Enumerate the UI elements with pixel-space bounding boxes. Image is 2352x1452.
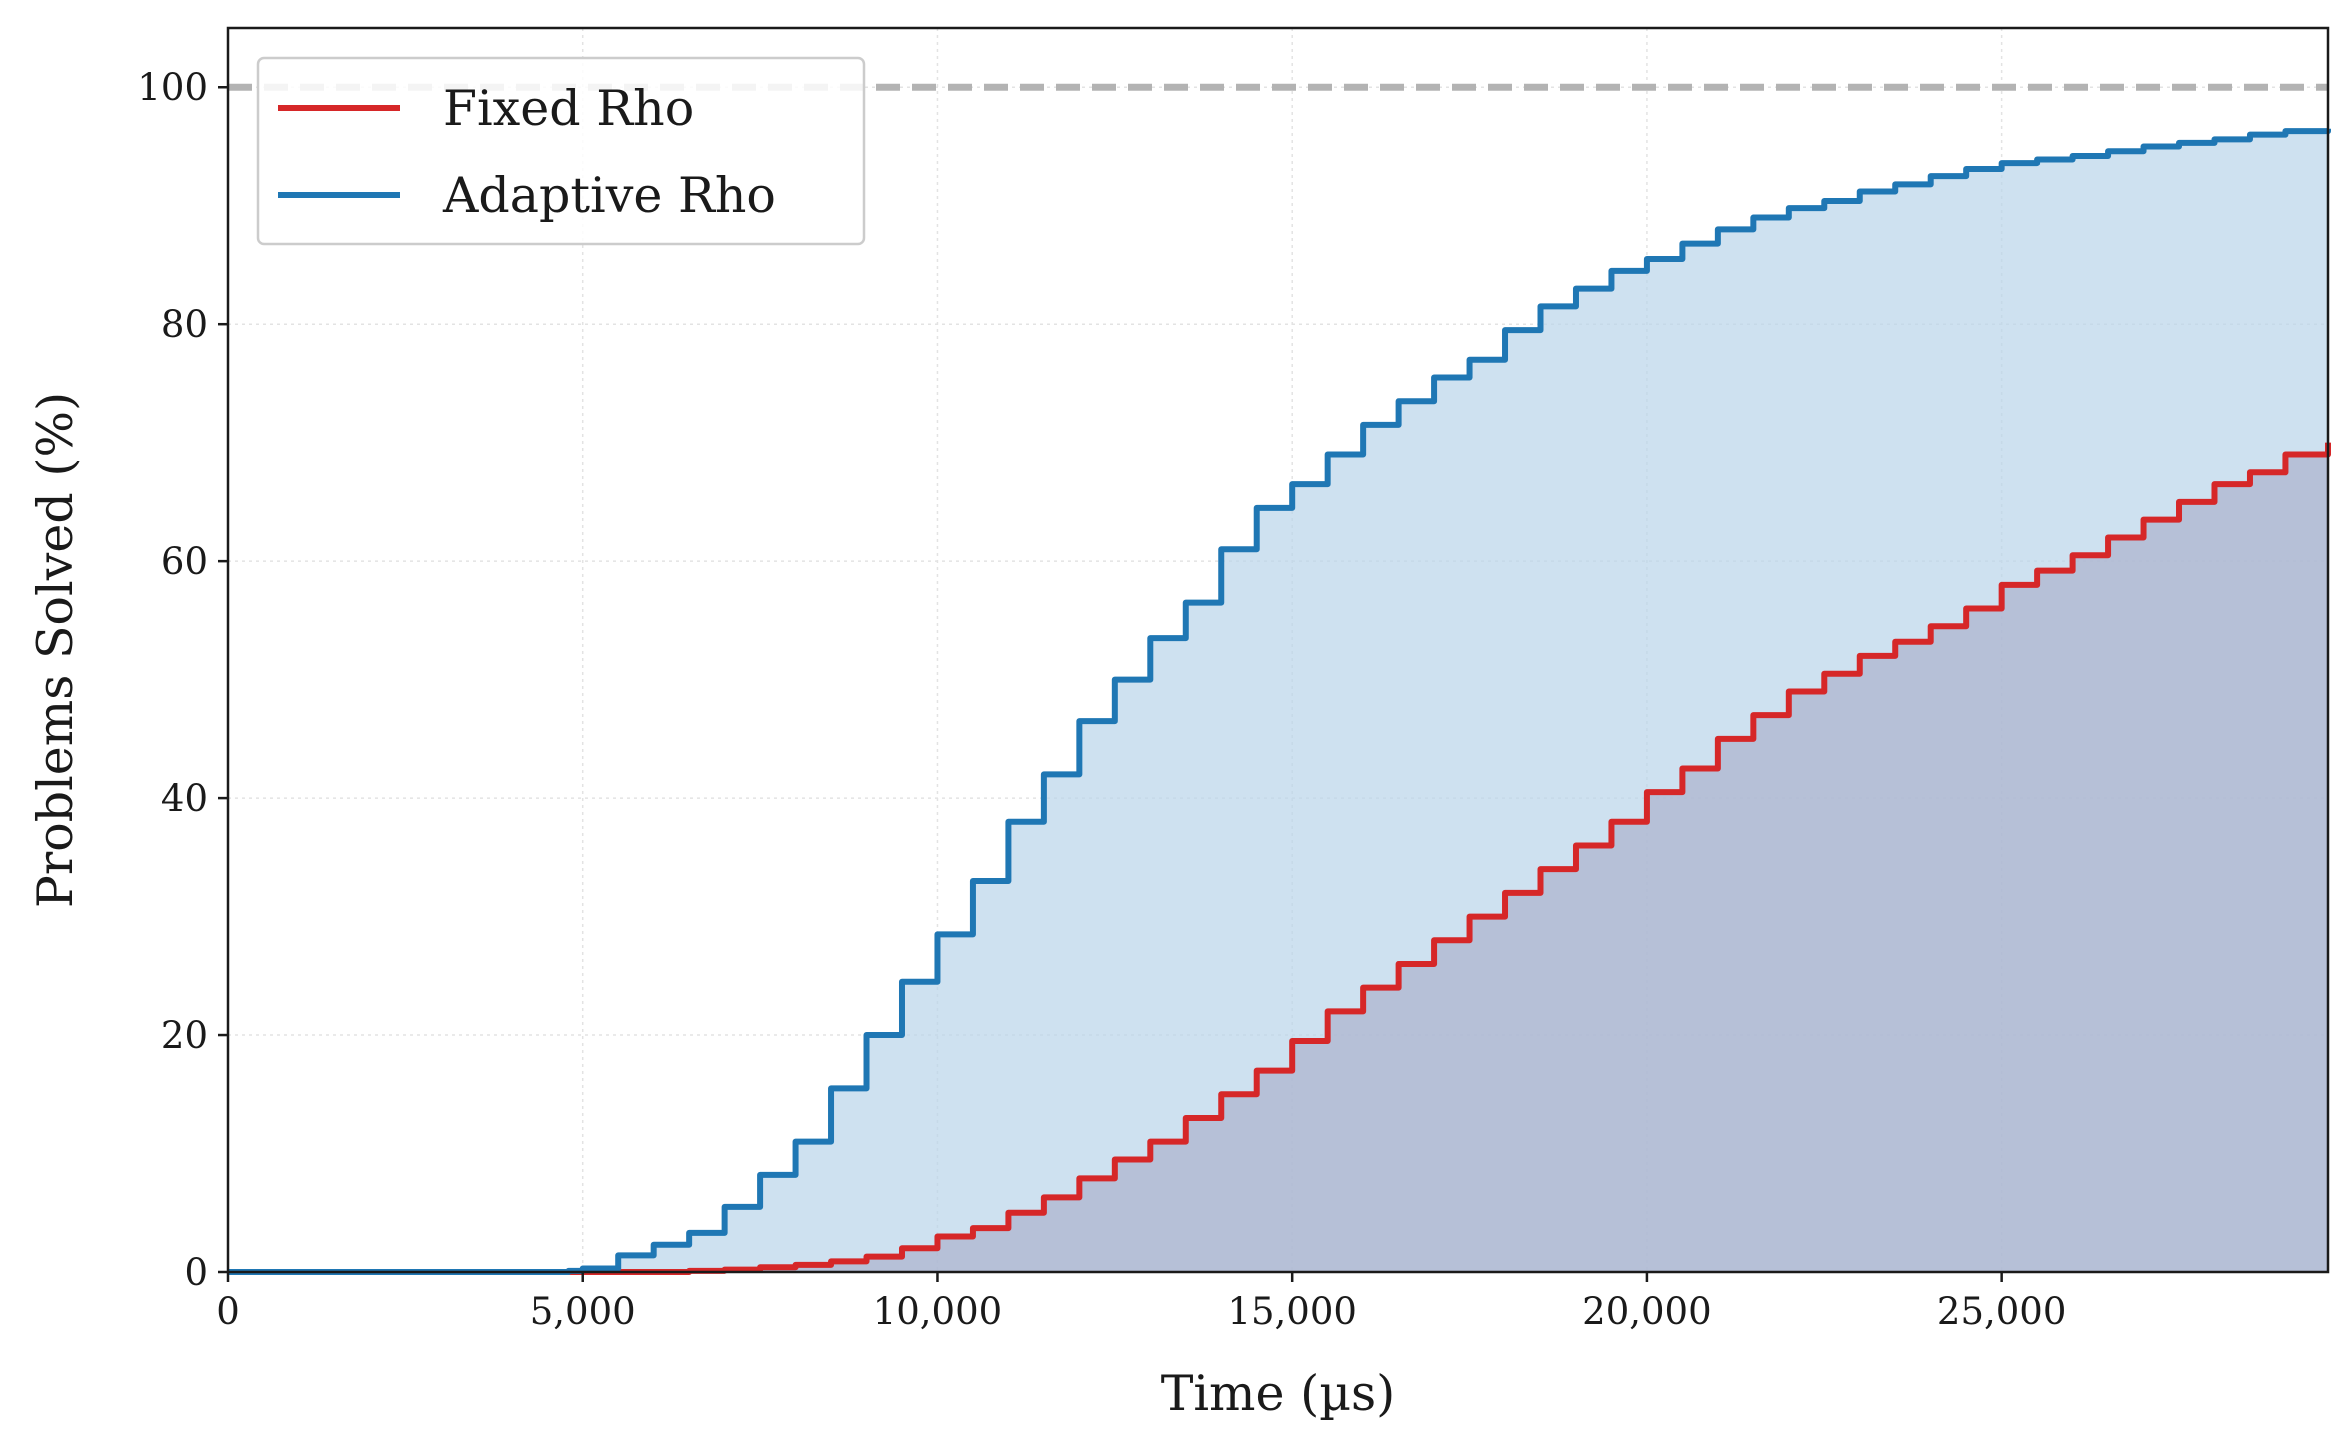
legend-label-fixed-rho: Fixed Rho	[443, 80, 694, 137]
series-lines	[228, 128, 2331, 1275]
series-areas	[228, 128, 2328, 1273]
x-tick-label: 25,000	[1937, 1290, 2066, 1333]
line-fixed-rho	[228, 442, 2331, 1275]
y-tick-label: 80	[161, 303, 208, 346]
x-tick-label: 20,000	[1582, 1290, 1711, 1333]
area-adaptive-rho	[228, 128, 2328, 1273]
y-tick-label: 20	[161, 1014, 208, 1057]
y-tick-label: 100	[137, 66, 208, 109]
y-tick-label: 40	[161, 777, 208, 820]
y-axis-title: Problems Solved (%)	[27, 392, 84, 908]
plot-frame	[226, 26, 2330, 1274]
x-tick-label: 10,000	[873, 1290, 1002, 1333]
y-tick-label: 60	[161, 540, 208, 583]
legend: Fixed Rho Adaptive Rho	[256, 56, 866, 246]
line-adaptive-rho	[228, 128, 2331, 1275]
legend-label-adaptive-rho: Adaptive Rho	[442, 167, 776, 224]
y-tick-label: 0	[184, 1251, 208, 1294]
x-tick-label: 0	[216, 1290, 240, 1333]
x-tick-label: 15,000	[1227, 1290, 1356, 1333]
legend-box	[256, 56, 866, 246]
x-axis-ticks: 0 5,000 10,000 15,000 20,000 25,000	[216, 1272, 2066, 1333]
x-tick-label: 5,000	[530, 1290, 636, 1333]
y-axis-ticks: 0 20 40 60 80 100	[137, 66, 228, 1294]
x-axis-title: Time (µs)	[1161, 1365, 1396, 1422]
